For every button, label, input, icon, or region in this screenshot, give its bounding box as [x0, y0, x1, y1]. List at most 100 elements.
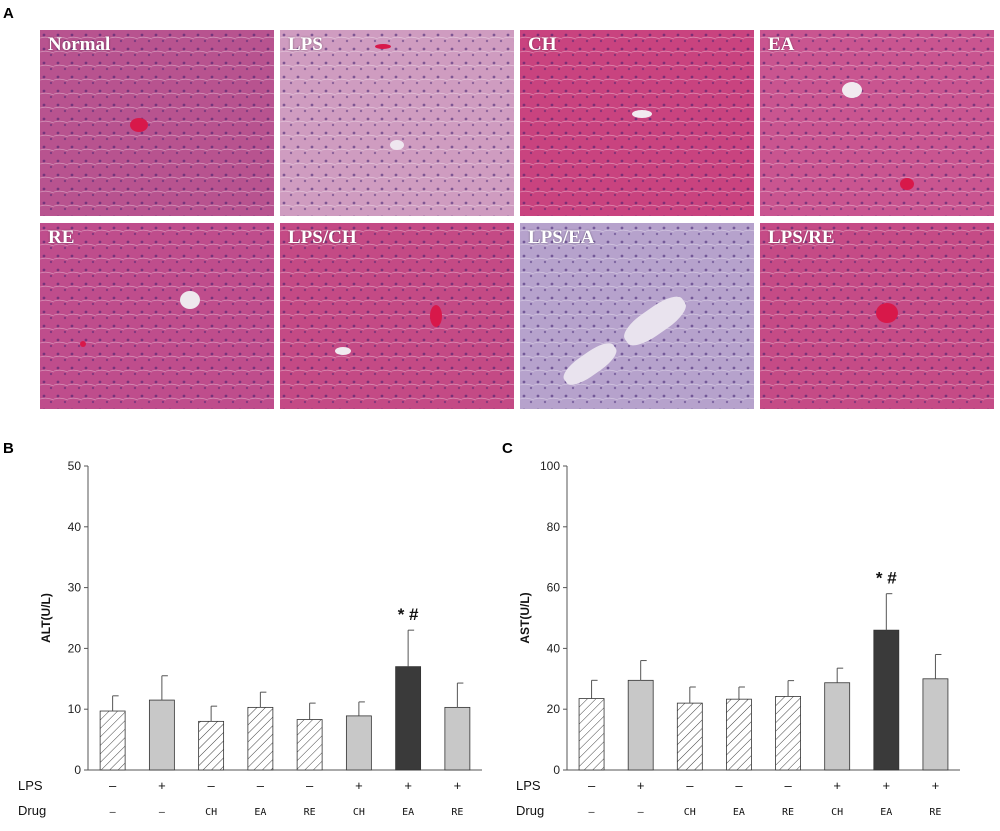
alt-lps-label: – — [306, 778, 314, 793]
vessel-shape — [876, 303, 898, 323]
tissue-texture — [520, 223, 754, 409]
alt-bar — [296, 719, 323, 771]
histology-image-4: EA — [760, 30, 994, 216]
alt-bar — [247, 706, 274, 771]
vessel-shape — [180, 291, 200, 309]
alt-lps-label: + — [355, 778, 363, 793]
tissue-texture — [760, 30, 994, 216]
tissue-texture — [40, 30, 274, 216]
histology-label: EA — [768, 34, 795, 55]
histology-image-2: LPS — [280, 30, 514, 216]
alt-ytick-label: 10 — [68, 702, 82, 716]
alt-drug-label: RE — [304, 807, 316, 818]
alt-lps-label: – — [109, 778, 117, 793]
alt-drug-label: – — [110, 807, 117, 818]
ast-bar — [922, 678, 949, 771]
ast-drug-label: – — [589, 807, 596, 818]
ast-lps-label: – — [784, 778, 792, 793]
alt-bar — [198, 720, 225, 771]
vessel-shape — [375, 44, 391, 49]
alt-ytick-label: 20 — [68, 641, 82, 655]
histology-image-8: LPS/RE — [760, 223, 994, 409]
vessel-shape — [130, 118, 148, 132]
alt-y-axis-label: ALT(U/L) — [39, 593, 53, 643]
ast-bar — [873, 629, 900, 771]
ast-ytick-label: 100 — [540, 459, 560, 473]
alt-drug-label: – — [159, 807, 166, 818]
alt-lps-label: + — [404, 778, 412, 793]
tissue-texture — [40, 223, 274, 409]
alt-bar — [148, 699, 175, 771]
alt-bar — [345, 715, 372, 771]
histology-label: CH — [528, 34, 557, 55]
ast-y-axis-label: AST(U/L) — [518, 592, 532, 643]
ast-drug-row-label: Drug — [516, 803, 544, 818]
alt-lps-label: + — [454, 778, 462, 793]
alt-ytick-label: 0 — [74, 763, 81, 777]
ast-lps-label: + — [637, 778, 645, 793]
alt-chart: 0 10 20 30 40 50 ALT(U/L) – – + – – CH – EA – RE + CH + EA + R… — [18, 459, 482, 818]
alt-lps-label: + — [158, 778, 166, 793]
histology-label: LPS/EA — [528, 227, 595, 248]
alt-lps-row-label: LPS — [18, 778, 43, 793]
vessel-shape — [430, 305, 442, 327]
alt-bar — [444, 706, 471, 771]
alt-bar — [395, 666, 422, 771]
ast-drug-label: – — [638, 807, 645, 818]
alt-drug-label: RE — [451, 807, 463, 818]
alt-drug-label: CH — [205, 807, 217, 818]
tissue-texture — [280, 30, 514, 216]
ast-drug-label: RE — [782, 807, 794, 818]
histology-image-1: Normal — [40, 30, 274, 216]
ast-ytick-label: 0 — [553, 763, 560, 777]
ast-lps-row-label: LPS — [516, 778, 541, 793]
ast-drug-label: EA — [733, 807, 745, 818]
ast-lps-label: + — [932, 778, 940, 793]
ast-lps-label: – — [686, 778, 694, 793]
vessel-shape — [335, 347, 351, 355]
ast-bar — [676, 702, 703, 771]
histology-image-5: RE — [40, 223, 274, 409]
ast-ytick-label: 20 — [547, 702, 561, 716]
histology-image-7: LPS/EA — [520, 223, 754, 409]
panel-label-c: C — [502, 440, 513, 457]
tissue-texture — [520, 30, 754, 216]
ast-lps-label: – — [735, 778, 743, 793]
ast-bar — [627, 679, 654, 771]
ast-drug-label: RE — [929, 807, 941, 818]
alt-drug-row-label: Drug — [18, 803, 46, 818]
alt-bar — [99, 710, 126, 771]
alt-drug-label: EA — [402, 807, 414, 818]
alt-lps-label: – — [257, 778, 265, 793]
alt-ytick-label: 50 — [68, 459, 82, 473]
ast-drug-label: CH — [831, 807, 843, 818]
ast-drug-label: CH — [684, 807, 696, 818]
histology-label: Normal — [48, 34, 111, 55]
vessel-shape — [842, 82, 862, 98]
histology-image-6: LPS/CH — [280, 223, 514, 409]
ast-ytick-label: 60 — [547, 581, 561, 595]
histology-label: RE — [48, 227, 75, 248]
alt-drug-label: CH — [353, 807, 365, 818]
ast-bar — [726, 698, 752, 771]
vessel-shape — [390, 140, 404, 150]
alt-ytick-label: 40 — [68, 520, 82, 534]
alt-ytick-label: 30 — [68, 581, 82, 595]
histology-image-3: CH — [520, 30, 754, 216]
ast-chart: 0 20 40 60 80 100 AST(U/L) – – + – – CH – EA – RE + CH + EA +… — [516, 459, 960, 818]
ast-drug-label: EA — [880, 807, 892, 818]
panel-label-a: A — [3, 5, 14, 22]
ast-lps-label: – — [588, 778, 596, 793]
ast-ytick-label: 80 — [547, 520, 561, 534]
panel-label-b: B — [3, 440, 14, 457]
ast-ytick-label: 40 — [547, 641, 561, 655]
alt-lps-label: – — [208, 778, 216, 793]
ast-lps-label: + — [883, 778, 891, 793]
ast-significance-annotation: * # — [876, 569, 897, 588]
tissue-texture — [280, 223, 514, 409]
histology-label: LPS/CH — [288, 227, 357, 248]
vessel-shape — [80, 341, 86, 347]
ast-lps-label: + — [833, 778, 841, 793]
alt-significance-annotation: * # — [398, 605, 419, 624]
